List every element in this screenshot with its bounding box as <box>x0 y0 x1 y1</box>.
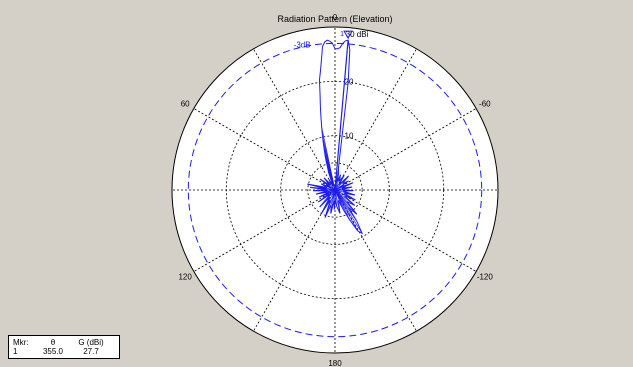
series-spike-79 <box>334 175 345 191</box>
marker-triangle <box>343 30 353 40</box>
angle-label-180: 180 <box>328 359 342 367</box>
series-spike-46 <box>324 189 336 218</box>
spoke-150 <box>253 189 336 332</box>
marker-label: 1 <box>340 31 344 38</box>
spoke-120 <box>193 189 336 272</box>
marker-table: Mkr: θ G (dBi) 1 355.0 27.7 <box>8 335 120 359</box>
series-spike-69 <box>334 189 354 191</box>
series-spike-63 <box>334 189 355 206</box>
series-spike-48 <box>330 189 336 214</box>
minus3db-label: -3dB <box>294 41 311 50</box>
marker-table-header: Mkr: θ G (dBi) <box>13 338 115 347</box>
mkr-header: Mkr: <box>13 338 29 347</box>
spoke-240 <box>334 189 477 272</box>
series-spike-81 <box>334 174 341 191</box>
series-spike-24 <box>323 177 336 191</box>
series-spike-61 <box>334 189 358 215</box>
series-spike-53 <box>334 189 341 214</box>
angle-label-300: -60 <box>479 100 491 109</box>
series-spike-38 <box>318 189 336 198</box>
series-spike-28 <box>320 183 336 191</box>
spoke-60 <box>193 108 336 191</box>
spoke-330 <box>334 48 417 191</box>
radial-tick-10: 10 <box>345 132 354 141</box>
chart-title: Radiation Pattern (Elevation) <box>277 14 392 24</box>
theta-header: θ <box>50 338 56 347</box>
series-spike-65 <box>334 189 356 201</box>
series-spike-50 <box>333 189 336 210</box>
grid-circle-10 <box>280 135 390 245</box>
series-spike-30 <box>307 183 336 191</box>
grid-circle-inner <box>307 162 363 218</box>
gain-header: G (dBi) <box>78 338 104 347</box>
series-spike-42 <box>319 189 336 208</box>
series-spike-34 <box>313 189 336 192</box>
spoke-210 <box>334 189 417 332</box>
angle-label-0: 0 <box>333 13 338 22</box>
beam-line <box>334 40 349 191</box>
mkr-gain: 27.7 <box>83 347 99 356</box>
series-spike-77 <box>334 175 349 191</box>
marker-table-row: 1 355.0 27.7 <box>13 347 115 356</box>
angle-label-60: 60 <box>181 100 190 109</box>
spoke-30 <box>253 48 336 191</box>
series-spike-36 <box>315 189 336 195</box>
series-spike-32 <box>310 187 336 191</box>
angle-label-240: -120 <box>477 273 494 282</box>
series-spike-67 <box>334 189 356 196</box>
grid-circle-20 <box>225 80 445 300</box>
series-spike-44 <box>321 189 336 214</box>
series-spike-26 <box>319 178 336 191</box>
series-spike-58 <box>334 189 363 234</box>
mkr-number: 1 <box>13 347 18 356</box>
series-spike-57 <box>334 189 359 232</box>
radial-unit-label: 30 dBi <box>346 30 369 39</box>
mkr-theta: 355.0 <box>42 347 64 356</box>
series-spike-40 <box>318 189 336 203</box>
angle-label-120: 120 <box>178 273 192 282</box>
spoke-300 <box>334 108 477 191</box>
series-spike-73 <box>334 182 354 191</box>
series-spike-71 <box>334 186 353 191</box>
radial-tick-20: 20 <box>345 77 354 86</box>
series-spike-19 <box>328 171 336 191</box>
minus3db-circle <box>187 42 483 338</box>
series-spike-75 <box>334 180 349 191</box>
